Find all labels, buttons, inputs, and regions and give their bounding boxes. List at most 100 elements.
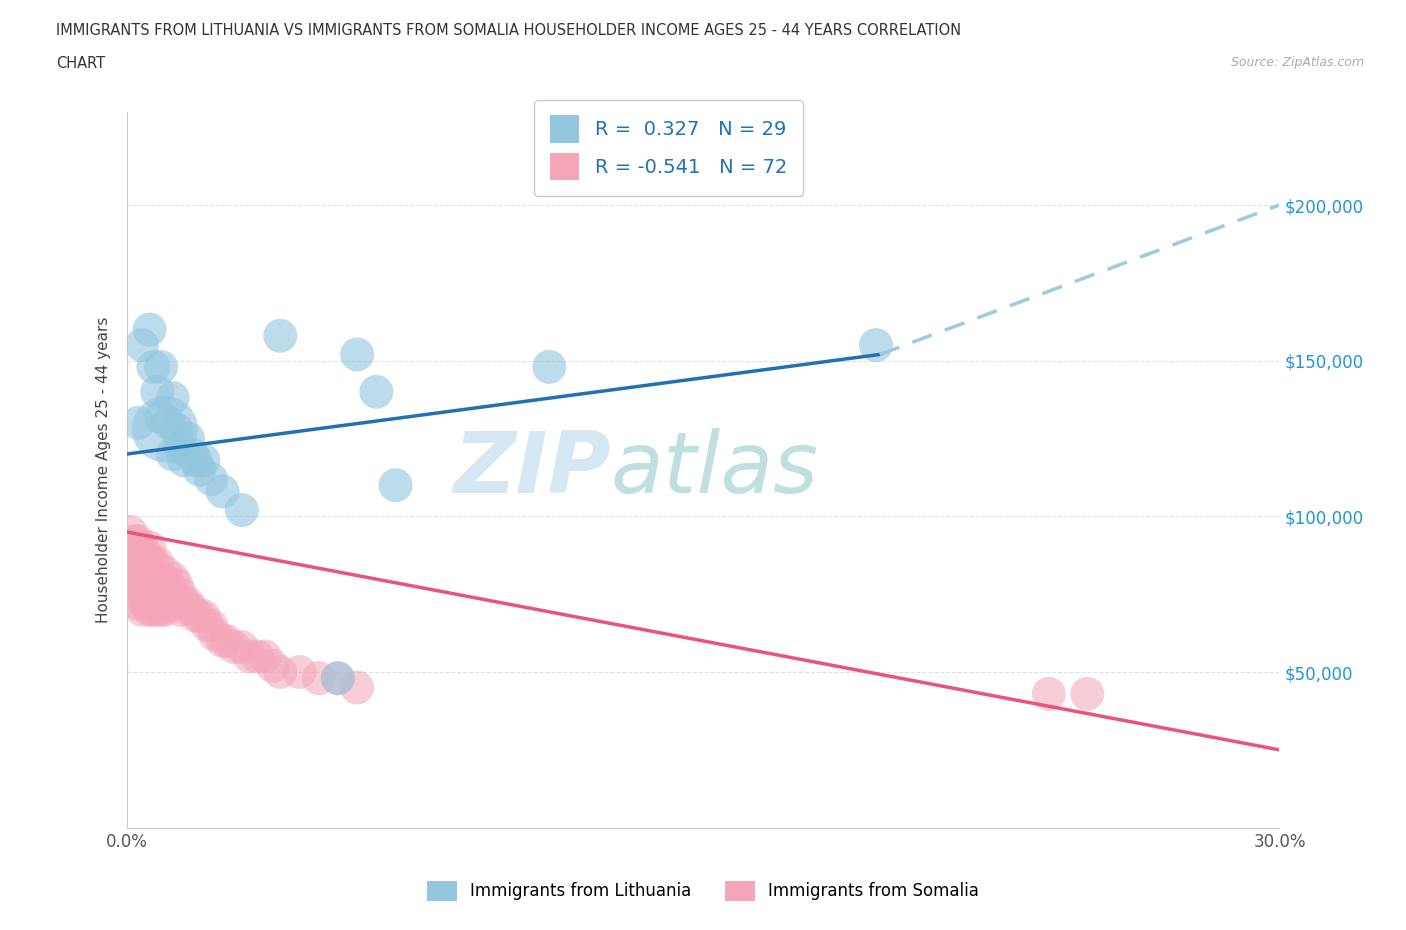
Point bbox=[169, 441, 191, 456]
Point bbox=[138, 571, 160, 586]
Point bbox=[169, 603, 191, 618]
Point bbox=[184, 453, 207, 468]
Point bbox=[195, 618, 218, 632]
Point bbox=[127, 546, 149, 561]
Point bbox=[188, 462, 211, 477]
Point bbox=[127, 596, 149, 611]
Point bbox=[169, 587, 191, 602]
Point bbox=[127, 534, 149, 549]
Text: Source: ZipAtlas.com: Source: ZipAtlas.com bbox=[1230, 56, 1364, 69]
Point bbox=[120, 525, 142, 539]
Point bbox=[346, 347, 368, 362]
Point bbox=[131, 571, 153, 586]
Point bbox=[180, 603, 202, 618]
Point bbox=[122, 555, 145, 570]
Point bbox=[157, 578, 180, 592]
Point bbox=[153, 603, 176, 618]
Point bbox=[131, 540, 153, 555]
Point bbox=[142, 555, 165, 570]
Point bbox=[150, 571, 173, 586]
Point bbox=[146, 555, 169, 570]
Point bbox=[135, 546, 157, 561]
Point bbox=[131, 338, 153, 352]
Legend: Immigrants from Lithuania, Immigrants from Somalia: Immigrants from Lithuania, Immigrants fr… bbox=[420, 874, 986, 908]
Point bbox=[146, 603, 169, 618]
Point bbox=[269, 328, 291, 343]
Point bbox=[180, 446, 202, 461]
Point bbox=[162, 391, 184, 405]
Point bbox=[142, 603, 165, 618]
Point bbox=[150, 587, 173, 602]
Point bbox=[135, 596, 157, 611]
Point bbox=[146, 384, 169, 399]
Point bbox=[173, 596, 195, 611]
Point bbox=[150, 409, 173, 424]
Point bbox=[153, 421, 176, 436]
Point bbox=[142, 571, 165, 586]
Point bbox=[127, 416, 149, 431]
Point bbox=[204, 627, 226, 642]
Point bbox=[326, 671, 349, 685]
Point bbox=[157, 593, 180, 608]
Point bbox=[269, 665, 291, 680]
Point bbox=[135, 565, 157, 579]
Point bbox=[146, 587, 169, 602]
Point bbox=[384, 478, 406, 493]
Point bbox=[326, 671, 349, 685]
Point bbox=[211, 633, 233, 648]
Point bbox=[538, 360, 561, 375]
Point bbox=[231, 640, 253, 655]
Point bbox=[1038, 686, 1060, 701]
Point bbox=[135, 578, 157, 592]
Point bbox=[1076, 686, 1098, 701]
Point bbox=[138, 322, 160, 337]
Point bbox=[215, 633, 238, 648]
Point bbox=[120, 546, 142, 561]
Point bbox=[142, 587, 165, 602]
Point bbox=[177, 432, 200, 446]
Point bbox=[238, 649, 260, 664]
Point bbox=[131, 587, 153, 602]
Legend: R =  0.327   N = 29, R = -0.541   N = 72: R = 0.327 N = 29, R = -0.541 N = 72 bbox=[534, 100, 803, 195]
Y-axis label: Householder Income Ages 25 - 44 years: Householder Income Ages 25 - 44 years bbox=[96, 316, 111, 623]
Point bbox=[366, 384, 388, 399]
Point bbox=[193, 608, 215, 623]
Point bbox=[288, 665, 311, 680]
Point bbox=[177, 596, 200, 611]
Point bbox=[166, 596, 188, 611]
Text: atlas: atlas bbox=[610, 428, 818, 512]
Point bbox=[200, 618, 222, 632]
Point bbox=[150, 360, 173, 375]
Point bbox=[131, 603, 153, 618]
Point bbox=[122, 534, 145, 549]
Point bbox=[346, 680, 368, 695]
Point bbox=[122, 587, 145, 602]
Point bbox=[166, 421, 188, 436]
Point bbox=[153, 587, 176, 602]
Point bbox=[200, 472, 222, 486]
Point bbox=[138, 587, 160, 602]
Point bbox=[162, 587, 184, 602]
Point bbox=[146, 571, 169, 586]
Point bbox=[865, 338, 887, 352]
Point bbox=[308, 671, 330, 685]
Point bbox=[142, 360, 165, 375]
Point bbox=[153, 565, 176, 579]
Point bbox=[153, 578, 176, 592]
Point bbox=[162, 446, 184, 461]
Point bbox=[162, 571, 184, 586]
Point bbox=[150, 603, 173, 618]
Point bbox=[246, 649, 269, 664]
Point bbox=[166, 578, 188, 592]
Text: CHART: CHART bbox=[56, 56, 105, 71]
Point bbox=[122, 571, 145, 586]
Point bbox=[127, 565, 149, 579]
Point bbox=[184, 608, 207, 623]
Point bbox=[231, 503, 253, 518]
Point bbox=[188, 608, 211, 623]
Point bbox=[138, 555, 160, 570]
Point bbox=[262, 658, 284, 673]
Point bbox=[138, 603, 160, 618]
Text: ZIP: ZIP bbox=[453, 428, 610, 512]
Point bbox=[173, 453, 195, 468]
